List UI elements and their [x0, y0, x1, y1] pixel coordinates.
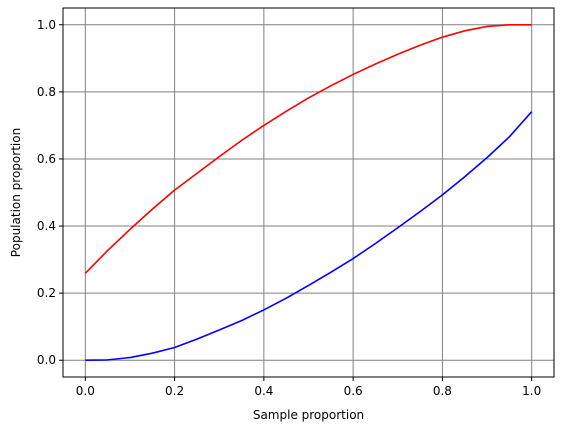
- y-tick-label: 0.0: [37, 353, 56, 367]
- x-tick-label: 0.4: [254, 384, 273, 398]
- plot-frame: [62, 7, 555, 378]
- series-line-1: [84, 23, 532, 274]
- y-tick-label: 0.8: [37, 85, 56, 99]
- series-line-2: [85, 111, 533, 362]
- x-tick-label: 1.0: [522, 384, 541, 398]
- x-tick-label: 0.8: [433, 384, 452, 398]
- series-layer: [84, 23, 533, 362]
- ticks: 0.0 0.2 0.4 0.6 0.8 1.0 0.0 0.2 0.4 0.6 0.8 1.0: [37, 18, 541, 398]
- x-tick-label: 0.0: [76, 384, 95, 398]
- y-axis-label: Population proportion: [9, 128, 23, 257]
- grid: [63, 8, 554, 377]
- y-tick-label: 0.6: [37, 152, 56, 166]
- x-axis-label: Sample proportion: [253, 408, 364, 422]
- y-tick-label: 0.4: [37, 219, 56, 233]
- y-tick-label: 0.2: [37, 286, 56, 300]
- x-tick-label: 0.2: [165, 384, 184, 398]
- x-tick-label: 0.6: [344, 384, 363, 398]
- y-tick-label: 1.0: [37, 18, 56, 32]
